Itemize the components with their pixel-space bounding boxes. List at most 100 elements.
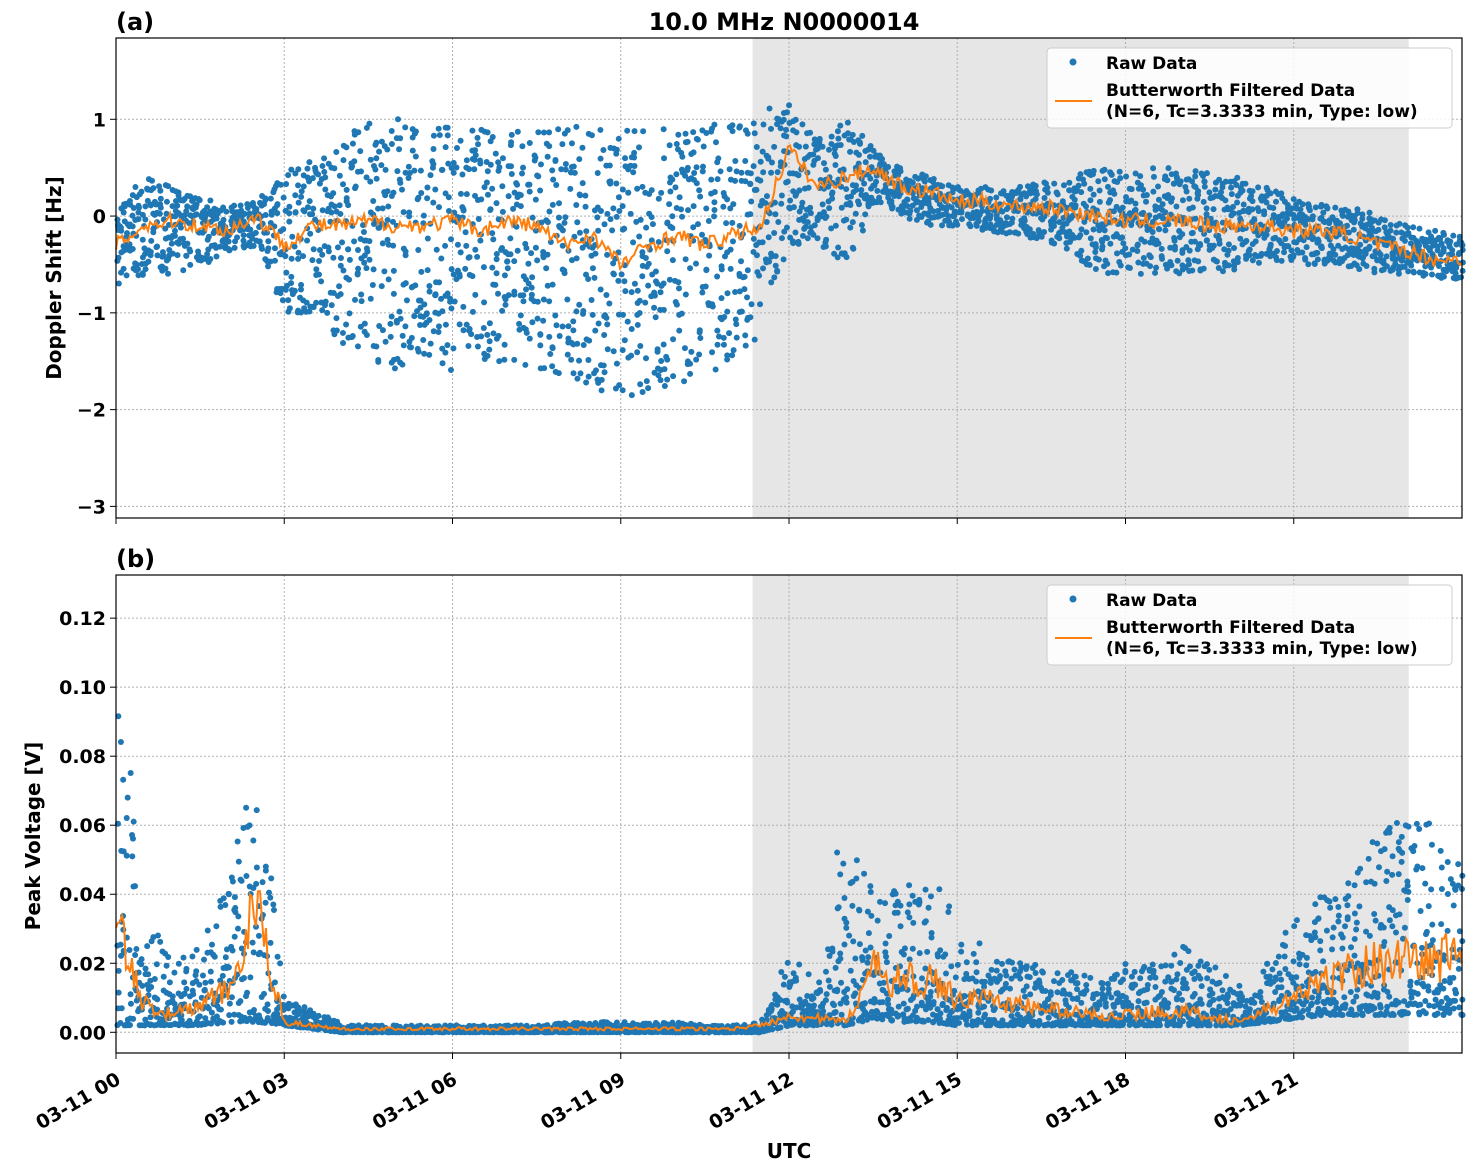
raw-data-point [696,187,703,194]
raw-data-point [693,135,700,142]
raw-data-point [939,222,946,229]
raw-data-point [817,987,824,994]
raw-data-point [424,235,431,242]
raw-data-point [720,189,727,196]
raw-data-point [474,134,481,141]
raw-data-point [652,268,659,275]
raw-data-point [420,337,427,344]
raw-data-point [637,381,644,388]
raw-data-point [867,883,874,890]
raw-data-point [280,194,287,201]
raw-data-point [1278,257,1285,264]
raw-data-point [436,279,443,286]
raw-data-point [330,254,337,261]
raw-data-point [520,292,527,299]
raw-data-point [1410,224,1417,231]
raw-data-point [286,203,293,210]
raw-data-point [117,941,124,948]
raw-data-point [615,277,622,284]
raw-data-point [1255,184,1262,191]
raw-data-point [760,121,767,128]
raw-data-point [634,185,641,192]
raw-data-point [375,224,382,231]
raw-data-point [447,366,454,373]
raw-data-point [654,346,661,353]
raw-data-point [285,172,292,179]
raw-data-point [472,147,479,154]
raw-data-point [340,340,347,347]
raw-data-point [1416,242,1423,249]
raw-data-point [577,370,584,377]
raw-data-point [271,257,278,264]
raw-data-point [387,320,394,327]
raw-data-point [393,319,400,326]
raw-data-point [243,873,250,880]
raw-data-point [573,202,580,209]
raw-data-point [183,985,190,992]
raw-data-point [316,271,323,278]
raw-data-point [1051,219,1058,226]
raw-data-point [135,216,142,223]
raw-data-point [975,218,982,225]
raw-data-point [783,133,790,140]
raw-data-point [549,167,556,174]
raw-data-point [535,129,542,136]
raw-data-point [708,176,715,183]
raw-data-point [669,176,676,183]
raw-data-point [544,153,551,160]
raw-data-point [360,222,367,229]
raw-data-point [1164,177,1171,184]
raw-data-point [987,195,994,202]
raw-data-point [1255,259,1262,266]
raw-data-point [411,130,418,137]
raw-data-point [292,170,299,177]
raw-data-point [228,1018,235,1025]
raw-data-point [309,175,316,182]
raw-data-point [655,238,662,245]
raw-data-point [201,986,208,993]
raw-data-point [1194,195,1201,202]
raw-data-point [189,953,196,960]
raw-data-point [526,139,533,146]
raw-data-point [576,156,583,163]
raw-data-point [1201,178,1208,185]
raw-data-point [1186,195,1193,202]
raw-data-point [1078,247,1085,254]
raw-data-point [127,991,134,998]
raw-data-point [651,304,658,311]
raw-data-point [843,254,850,261]
raw-data-point [396,146,403,153]
raw-data-point [844,119,851,126]
raw-data-point [187,261,194,268]
raw-data-point [1168,198,1175,205]
raw-data-point [549,281,556,288]
raw-data-point [570,318,577,325]
raw-data-point [684,138,691,145]
raw-data-point [888,198,895,205]
raw-data-point [553,181,560,188]
raw-data-point [1179,197,1186,204]
raw-data-point [664,248,671,255]
raw-data-point [514,128,521,135]
raw-data-point [766,105,773,112]
raw-data-point [534,315,541,322]
raw-data-point [430,199,437,206]
raw-data-point [1135,259,1142,266]
raw-data-point [1192,173,1199,180]
raw-data-point [486,346,493,353]
raw-data-point [859,132,866,139]
raw-data-point [1263,184,1270,191]
raw-data-point [511,288,518,295]
raw-data-point [1126,251,1133,258]
raw-data-point [697,335,704,342]
raw-data-point [1183,188,1190,195]
raw-data-point [456,321,463,328]
raw-data-point [384,188,391,195]
raw-data-point [280,226,287,233]
raw-data-point [744,130,751,137]
raw-data-point [1309,216,1316,223]
raw-data-point [1179,231,1186,238]
raw-data-point [400,209,407,216]
raw-data-point [1249,257,1256,264]
raw-data-point [1239,187,1246,194]
